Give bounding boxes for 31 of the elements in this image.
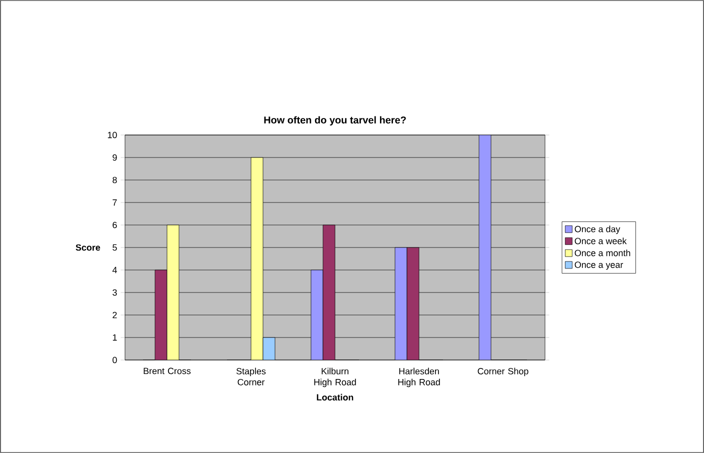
y-tick-label: 5 bbox=[112, 244, 117, 251]
legend-label: Once a week bbox=[574, 238, 627, 244]
y-tick-label: 7 bbox=[112, 199, 117, 206]
y-axis-title: Score bbox=[76, 244, 100, 251]
x-tick-label: Brent Cross bbox=[144, 368, 191, 374]
bar bbox=[406, 247, 420, 360]
bar bbox=[478, 134, 492, 360]
y-tick-label: 3 bbox=[112, 289, 117, 296]
y-tick-label: 6 bbox=[112, 222, 117, 228]
bar bbox=[250, 157, 264, 360]
bar bbox=[394, 247, 408, 360]
x-tick-label: Staples Corner bbox=[236, 368, 266, 386]
y-tick-label: 1 bbox=[112, 334, 117, 341]
bar bbox=[154, 270, 168, 360]
chart-title: How often do you tarvel here? bbox=[264, 116, 406, 126]
y-tick-label: 10 bbox=[108, 132, 117, 138]
y-tick-label: 2 bbox=[112, 312, 117, 318]
bar bbox=[166, 224, 180, 360]
x-tick-label: Corner Shop bbox=[478, 368, 528, 376]
y-tick-label: 4 bbox=[112, 266, 117, 274]
x-tick-label: Kilburn High Road bbox=[314, 368, 356, 388]
y-tick-label: 8 bbox=[112, 176, 117, 184]
legend-label: Once a day bbox=[574, 226, 620, 234]
legend-label: Once a month bbox=[574, 250, 630, 256]
y-tick-label: 9 bbox=[112, 154, 117, 161]
y-tick-label: 0 bbox=[112, 356, 117, 364]
bar bbox=[310, 270, 324, 360]
bar bbox=[322, 224, 336, 360]
x-tick-label: Harlesden High Road bbox=[398, 368, 440, 388]
x-axis-title: Location bbox=[316, 394, 354, 401]
legend-label: Once a year bbox=[574, 262, 624, 270]
